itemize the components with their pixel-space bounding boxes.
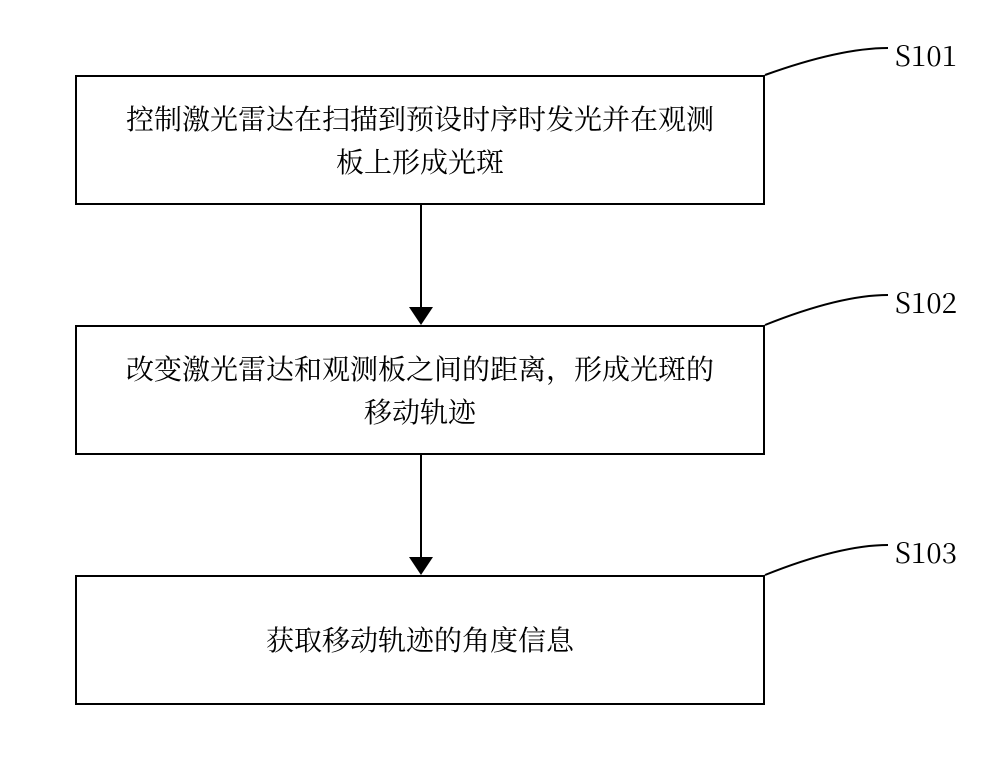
step-label-s101: S101 [895, 35, 957, 75]
step-box-s103: 获取移动轨迹的角度信息 [75, 575, 765, 705]
arrow-s102-s103 [420, 455, 422, 559]
arrow-head-s102-s103 [409, 557, 433, 575]
step-text-line1: 改变激光雷达和观测板之间的距离，形成光斑的 [126, 348, 714, 388]
step-text-line1: 控制激光雷达在扫描到预设时序时发光并在观测 [126, 98, 714, 138]
step-text-line1: 获取移动轨迹的角度信息 [266, 619, 574, 659]
step-text-s103: 获取移动轨迹的角度信息 [266, 618, 574, 661]
step-box-s101: 控制激光雷达在扫描到预设时序时发光并在观测 板上形成光斑 [75, 75, 765, 205]
flowchart-canvas: 控制激光雷达在扫描到预设时序时发光并在观测 板上形成光斑 S101 改变激光雷达… [0, 0, 1000, 783]
step-label-s102: S102 [895, 282, 957, 322]
arrow-s101-s102 [420, 205, 422, 309]
step-text-s101: 控制激光雷达在扫描到预设时序时发光并在观测 板上形成光斑 [126, 97, 714, 184]
step-text-line2: 板上形成光斑 [336, 141, 504, 181]
step-text-s102: 改变激光雷达和观测板之间的距离，形成光斑的 移动轨迹 [126, 347, 714, 434]
step-label-s103: S103 [895, 532, 957, 572]
arrow-head-s101-s102 [409, 307, 433, 325]
step-box-s102: 改变激光雷达和观测板之间的距离，形成光斑的 移动轨迹 [75, 325, 765, 455]
step-text-line2: 移动轨迹 [364, 391, 476, 431]
